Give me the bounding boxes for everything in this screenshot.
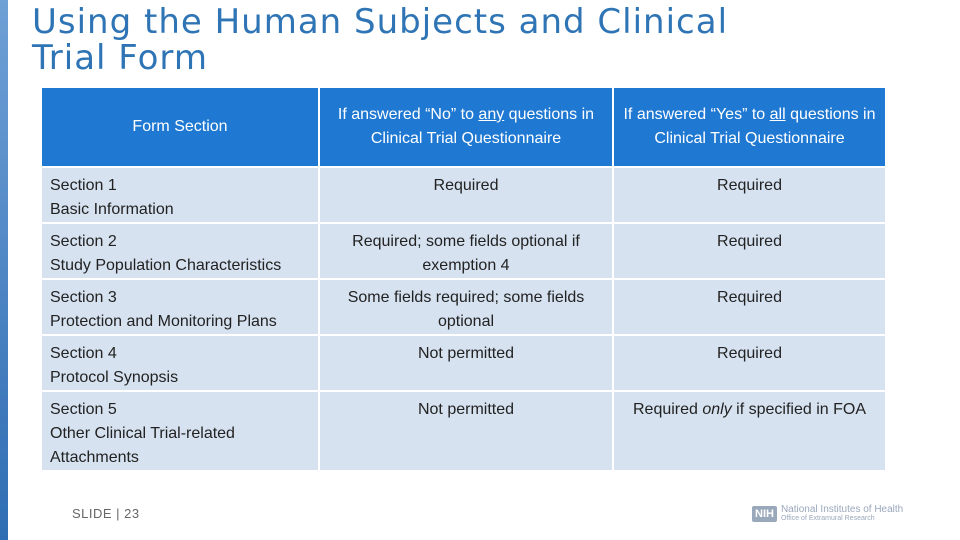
- table-row: Section 3 Protection and Monitoring Plans…: [42, 280, 885, 334]
- table-row: Section 2 Study Population Characteristic…: [42, 224, 885, 278]
- form-section-table: Form Section If answered “No” to any que…: [40, 86, 887, 472]
- row-section-name: Protocol Synopsis: [50, 369, 179, 386]
- row-section-name: Protection and Monitoring Plans: [50, 313, 277, 330]
- row-form-section: Section 3 Protection and Monitoring Plans: [42, 280, 318, 334]
- nih-logo: NIH National Institutes of Health Office…: [752, 504, 903, 523]
- row-section-number: Section 4: [50, 345, 117, 362]
- row-section-name: Other Clinical Trial-related Attachments: [50, 425, 235, 466]
- header-no-text-post: questions in Clinical Trial Questionnair…: [370, 106, 595, 147]
- row-section-number: Section 3: [50, 289, 117, 306]
- row-form-section: Section 4 Protocol Synopsis: [42, 336, 318, 390]
- row-form-section: Section 2 Study Population Characteristic…: [42, 224, 318, 278]
- row-section-number: Section 2: [50, 233, 117, 250]
- yes-text-emphasis: only: [702, 401, 732, 418]
- header-no-text-pre: If answered “No” to: [337, 106, 479, 123]
- row-yes-requirement: Required: [614, 168, 885, 222]
- row-no-requirement: Required: [320, 168, 612, 222]
- row-no-requirement: Not permitted: [320, 336, 612, 390]
- header-no-emphasis: any: [478, 106, 505, 123]
- header-answered-yes: If answered “Yes” to all questions in Cl…: [614, 88, 885, 166]
- table-row: Section 4 Protocol Synopsis Not permitted…: [42, 336, 885, 390]
- header-yes-text-post: questions in Clinical Trial Questionnair…: [654, 106, 876, 147]
- table-row: Section 1 Basic Information Required Requ…: [42, 168, 885, 222]
- row-form-section: Section 5 Other Clinical Trial-related At…: [42, 392, 318, 470]
- row-section-number: Section 5: [50, 401, 117, 418]
- slide-title: Using the Human Subjects and Clinical Tr…: [32, 2, 729, 78]
- slide-accent-bar: [0, 0, 8, 540]
- row-yes-requirement: Required only if specified in FOA: [614, 392, 885, 470]
- table-row: Section 5 Other Clinical Trial-related At…: [42, 392, 885, 470]
- row-no-requirement: Not permitted: [320, 392, 612, 470]
- nih-logo-text: National Institutes of Health Office of …: [781, 504, 903, 523]
- row-yes-requirement: Required: [614, 224, 885, 278]
- header-answered-no: If answered “No” to any questions in Cli…: [320, 88, 612, 166]
- row-form-section: Section 1 Basic Information: [42, 168, 318, 222]
- nih-logo-icon: NIH: [752, 505, 777, 522]
- row-section-name: Basic Information: [50, 201, 174, 218]
- row-no-requirement: Some fields required; some fields option…: [320, 280, 612, 334]
- slide-number: SLIDE | 23: [72, 506, 140, 521]
- header-yes-emphasis: all: [769, 106, 786, 123]
- yes-text-post: if specified in FOA: [731, 401, 866, 418]
- nih-logo-line1: National Institutes of Health: [780, 504, 904, 515]
- row-section-number: Section 1: [50, 177, 117, 194]
- row-section-name: Study Population Characteristics: [50, 257, 282, 274]
- row-no-requirement: Required; some fields optional if exempt…: [320, 224, 612, 278]
- header-yes-text-pre: If answered “Yes” to: [623, 106, 770, 123]
- row-yes-requirement: Required: [614, 280, 885, 334]
- nih-logo-line2: Office of Extramural Research: [780, 515, 875, 522]
- row-yes-requirement: Required: [614, 336, 885, 390]
- table-header-row: Form Section If answered “No” to any que…: [42, 88, 885, 166]
- header-form-section: Form Section: [42, 88, 318, 166]
- yes-text-pre: Required: [632, 401, 703, 418]
